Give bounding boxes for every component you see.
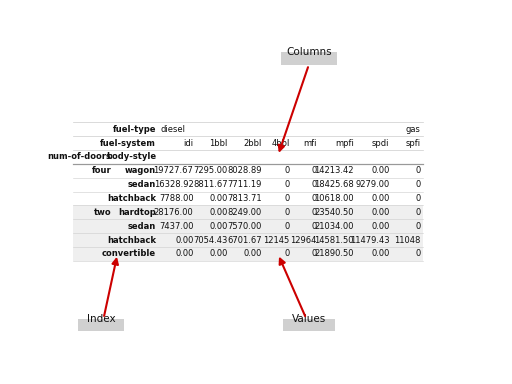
- Text: 0: 0: [284, 208, 289, 217]
- Text: 2bbl: 2bbl: [243, 139, 262, 147]
- Text: two: two: [94, 208, 111, 217]
- Text: Values: Values: [292, 314, 326, 324]
- Text: 18425.68: 18425.68: [314, 180, 354, 189]
- Text: 0.00: 0.00: [371, 166, 390, 175]
- Text: 1bbl: 1bbl: [209, 139, 227, 147]
- Text: fuel-type: fuel-type: [113, 125, 156, 134]
- Text: 7437.00: 7437.00: [159, 222, 194, 231]
- Bar: [73, 233, 423, 247]
- Text: Index: Index: [87, 314, 116, 324]
- Text: 8249.00: 8249.00: [227, 208, 262, 217]
- Text: mpfi: mpfi: [335, 139, 354, 147]
- Text: sedan: sedan: [128, 222, 156, 231]
- Text: 6701.67: 6701.67: [227, 236, 262, 245]
- Text: 23540.50: 23540.50: [314, 208, 354, 217]
- Text: 21890.50: 21890.50: [314, 250, 354, 258]
- Text: diesel: diesel: [161, 125, 186, 134]
- Text: 0.00: 0.00: [209, 250, 227, 258]
- Text: 14213.42: 14213.42: [314, 166, 354, 175]
- Text: 0: 0: [311, 166, 316, 175]
- Text: 7788.00: 7788.00: [159, 194, 194, 203]
- Text: hatchback: hatchback: [107, 236, 156, 245]
- Text: 0.00: 0.00: [175, 236, 194, 245]
- Text: 0.00: 0.00: [371, 250, 390, 258]
- Text: 0.00: 0.00: [371, 194, 390, 203]
- Text: 21034.00: 21034.00: [314, 222, 354, 231]
- Text: 0: 0: [415, 208, 420, 217]
- Text: 11048: 11048: [394, 236, 420, 245]
- Text: 0: 0: [311, 180, 316, 189]
- Bar: [73, 205, 423, 219]
- Text: 7570.00: 7570.00: [227, 222, 262, 231]
- Text: 0.00: 0.00: [243, 250, 262, 258]
- Text: 0: 0: [284, 166, 289, 175]
- Text: 0.00: 0.00: [209, 222, 227, 231]
- Text: wagon: wagon: [125, 166, 156, 175]
- Text: 10618.00: 10618.00: [314, 194, 354, 203]
- Text: 7813.71: 7813.71: [227, 194, 262, 203]
- Text: hardtop: hardtop: [118, 208, 156, 217]
- Bar: [73, 122, 423, 261]
- Text: 0: 0: [415, 166, 420, 175]
- Text: 0: 0: [311, 208, 316, 217]
- Text: 11479.43: 11479.43: [350, 236, 390, 245]
- Text: sedan: sedan: [128, 180, 156, 189]
- Text: four: four: [92, 166, 111, 175]
- Text: 28176.00: 28176.00: [154, 208, 194, 217]
- Text: convertible: convertible: [102, 250, 156, 258]
- Text: 14581.50: 14581.50: [314, 236, 354, 245]
- Text: fuel-system: fuel-system: [100, 139, 156, 147]
- Text: 7054.43: 7054.43: [193, 236, 227, 245]
- Text: 19727.67: 19727.67: [154, 166, 194, 175]
- Text: 0.00: 0.00: [209, 208, 227, 217]
- Text: 0: 0: [284, 250, 289, 258]
- Text: hatchback: hatchback: [107, 194, 156, 203]
- Text: 0: 0: [311, 250, 316, 258]
- Text: Columns: Columns: [286, 47, 332, 57]
- Text: gas: gas: [406, 125, 420, 134]
- Text: 7295.00: 7295.00: [193, 166, 227, 175]
- Text: 0: 0: [415, 194, 420, 203]
- Text: 0.00: 0.00: [371, 222, 390, 231]
- Text: 0: 0: [284, 180, 289, 189]
- Text: 9279.00: 9279.00: [355, 180, 390, 189]
- Text: 0: 0: [284, 222, 289, 231]
- Text: 8028.89: 8028.89: [227, 166, 262, 175]
- Bar: [73, 247, 423, 261]
- Text: spfi: spfi: [406, 139, 420, 147]
- Text: idi: idi: [183, 139, 194, 147]
- Bar: [283, 319, 335, 331]
- Text: body-style: body-style: [106, 152, 156, 161]
- Bar: [73, 219, 423, 233]
- Text: spdi: spdi: [372, 139, 390, 147]
- Text: 0: 0: [415, 250, 420, 258]
- Bar: [78, 319, 124, 331]
- Text: 0.00: 0.00: [371, 208, 390, 217]
- Text: mfi: mfi: [303, 139, 316, 147]
- Text: 0: 0: [311, 194, 316, 203]
- Text: 0: 0: [311, 222, 316, 231]
- Text: 4bbl: 4bbl: [271, 139, 289, 147]
- Text: 16328.92: 16328.92: [154, 180, 194, 189]
- Text: num-of-doors: num-of-doors: [48, 152, 111, 161]
- Text: 0: 0: [415, 180, 420, 189]
- Text: 0.00: 0.00: [175, 250, 194, 258]
- Text: 12964: 12964: [290, 236, 316, 245]
- Bar: [281, 52, 337, 65]
- Text: 0.00: 0.00: [209, 194, 227, 203]
- Text: 0: 0: [284, 194, 289, 203]
- Text: 0: 0: [415, 222, 420, 231]
- Text: 8811.67: 8811.67: [193, 180, 227, 189]
- Text: 12145: 12145: [263, 236, 289, 245]
- Text: 7711.19: 7711.19: [227, 180, 262, 189]
